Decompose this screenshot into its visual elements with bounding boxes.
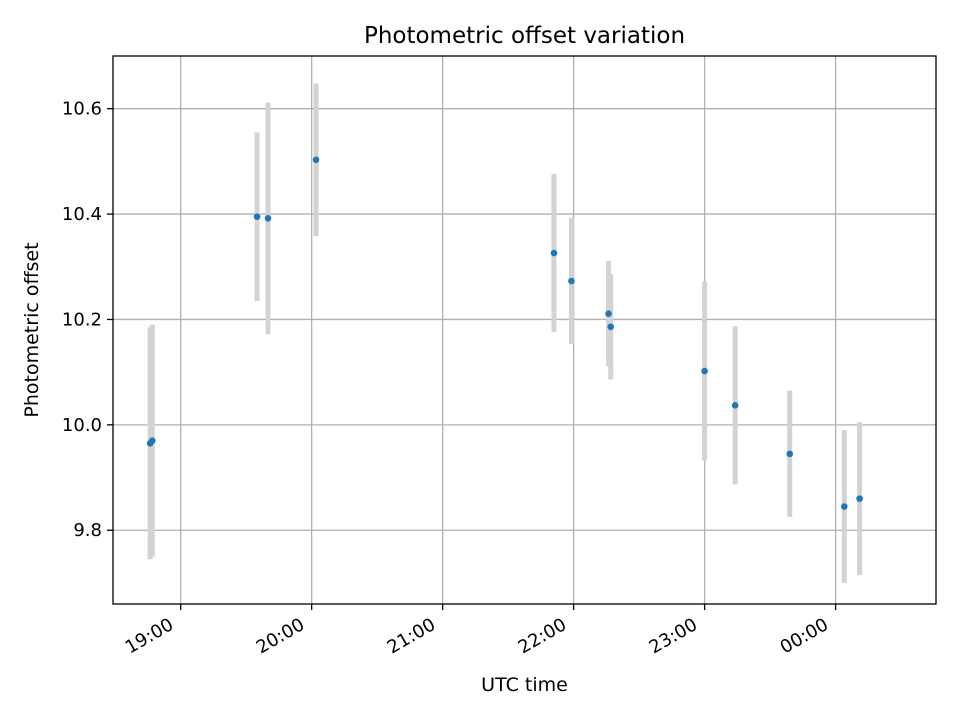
y-axis-label: Photometric offset [21,242,43,417]
data-point [786,450,794,458]
data-points [146,156,863,510]
data-point [550,249,558,257]
data-point [701,367,708,375]
data-point [148,437,156,444]
plot-frame [112,55,937,605]
x-axis-label: UTC time [481,674,568,696]
data-point [856,495,863,502]
data-point [605,310,612,317]
data-point [253,213,261,221]
data-point [312,156,320,164]
data-point [568,277,575,285]
y-tick-label: 10.2 [62,309,102,330]
data-point [841,503,848,510]
y-tick-label: 10.0 [62,415,102,436]
data-point [731,402,739,409]
y-tick-label: 10.4 [62,204,102,225]
y-tick-label: 10.6 [62,99,102,120]
y-tick-label: 9.8 [73,520,102,541]
chart-title: Photometric offset variation [364,23,685,49]
data-point [264,214,272,222]
data-point [607,323,615,331]
